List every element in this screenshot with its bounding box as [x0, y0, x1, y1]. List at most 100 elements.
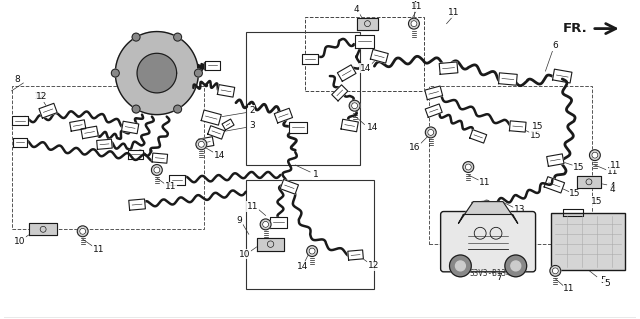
- Circle shape: [195, 69, 202, 77]
- Circle shape: [262, 221, 269, 227]
- Polygon shape: [128, 150, 143, 159]
- Circle shape: [411, 21, 417, 26]
- Polygon shape: [29, 223, 57, 235]
- Circle shape: [426, 127, 436, 138]
- FancyBboxPatch shape: [440, 211, 536, 272]
- Polygon shape: [169, 175, 184, 185]
- Text: 14: 14: [214, 151, 225, 160]
- Text: 4: 4: [610, 185, 616, 194]
- Text: 12: 12: [368, 261, 379, 271]
- Circle shape: [552, 268, 558, 274]
- Circle shape: [463, 162, 474, 173]
- Text: 6: 6: [552, 41, 558, 50]
- Text: 15: 15: [530, 131, 541, 140]
- Circle shape: [80, 228, 86, 234]
- Text: 5: 5: [600, 276, 605, 285]
- Polygon shape: [332, 85, 348, 101]
- Text: 3: 3: [249, 121, 255, 130]
- Text: 11: 11: [607, 167, 618, 176]
- Text: 11: 11: [411, 2, 422, 11]
- Text: 12: 12: [35, 92, 47, 101]
- Text: 14: 14: [360, 64, 371, 73]
- Circle shape: [589, 150, 600, 160]
- Polygon shape: [348, 250, 364, 260]
- Text: 14: 14: [296, 263, 308, 271]
- Polygon shape: [337, 65, 356, 81]
- Circle shape: [173, 33, 182, 41]
- Polygon shape: [97, 139, 112, 149]
- Text: 11: 11: [448, 8, 460, 17]
- Polygon shape: [439, 62, 458, 74]
- Polygon shape: [122, 121, 139, 134]
- Text: 2: 2: [249, 106, 255, 115]
- Text: 5: 5: [604, 279, 610, 288]
- Polygon shape: [371, 49, 388, 63]
- Circle shape: [511, 261, 521, 271]
- Text: 1: 1: [313, 170, 319, 179]
- Text: 15: 15: [570, 189, 581, 198]
- Circle shape: [428, 130, 434, 135]
- Circle shape: [152, 165, 163, 175]
- Text: 14: 14: [367, 123, 378, 132]
- Circle shape: [456, 261, 465, 271]
- Polygon shape: [341, 119, 358, 132]
- Text: 7: 7: [496, 273, 502, 282]
- Text: 11: 11: [93, 245, 104, 254]
- Polygon shape: [355, 35, 374, 48]
- Polygon shape: [269, 217, 287, 228]
- Text: 13: 13: [514, 205, 525, 214]
- Circle shape: [505, 255, 527, 277]
- Polygon shape: [356, 18, 378, 30]
- Polygon shape: [115, 32, 198, 115]
- Polygon shape: [280, 180, 298, 194]
- Text: 15: 15: [573, 162, 585, 172]
- Circle shape: [111, 69, 119, 77]
- Circle shape: [449, 255, 471, 277]
- Circle shape: [465, 164, 471, 170]
- FancyBboxPatch shape: [552, 213, 625, 270]
- Circle shape: [307, 246, 317, 256]
- Text: 15: 15: [532, 122, 543, 131]
- Polygon shape: [458, 202, 518, 223]
- Text: 4: 4: [411, 1, 417, 10]
- Circle shape: [349, 100, 360, 111]
- Circle shape: [198, 141, 204, 147]
- Circle shape: [260, 219, 271, 230]
- Polygon shape: [577, 176, 601, 188]
- Text: 8: 8: [15, 75, 20, 84]
- Circle shape: [550, 265, 561, 276]
- Text: 9: 9: [236, 216, 242, 225]
- Polygon shape: [205, 61, 220, 70]
- Polygon shape: [552, 69, 572, 83]
- Text: 11: 11: [610, 160, 621, 169]
- Text: 11: 11: [563, 284, 575, 293]
- Polygon shape: [201, 110, 221, 125]
- Polygon shape: [81, 126, 99, 139]
- Polygon shape: [563, 209, 583, 217]
- Circle shape: [132, 105, 140, 113]
- Polygon shape: [302, 54, 318, 64]
- Polygon shape: [208, 126, 225, 139]
- Text: 15: 15: [591, 197, 603, 206]
- Polygon shape: [13, 138, 28, 147]
- Text: 10: 10: [13, 237, 25, 246]
- Polygon shape: [257, 238, 284, 250]
- Text: FR.: FR.: [563, 22, 588, 35]
- Circle shape: [351, 103, 358, 109]
- Circle shape: [154, 167, 160, 173]
- Circle shape: [132, 33, 140, 41]
- Text: 11: 11: [247, 202, 259, 211]
- Circle shape: [408, 18, 419, 29]
- Text: 11: 11: [165, 182, 177, 191]
- Polygon shape: [129, 199, 145, 210]
- Circle shape: [196, 139, 207, 150]
- Text: 16: 16: [409, 143, 420, 152]
- Polygon shape: [289, 122, 307, 133]
- Polygon shape: [70, 120, 86, 131]
- Circle shape: [77, 226, 88, 237]
- Circle shape: [592, 152, 598, 158]
- Text: 12: 12: [33, 92, 45, 101]
- Polygon shape: [470, 130, 486, 143]
- Polygon shape: [499, 73, 517, 85]
- Polygon shape: [152, 153, 168, 163]
